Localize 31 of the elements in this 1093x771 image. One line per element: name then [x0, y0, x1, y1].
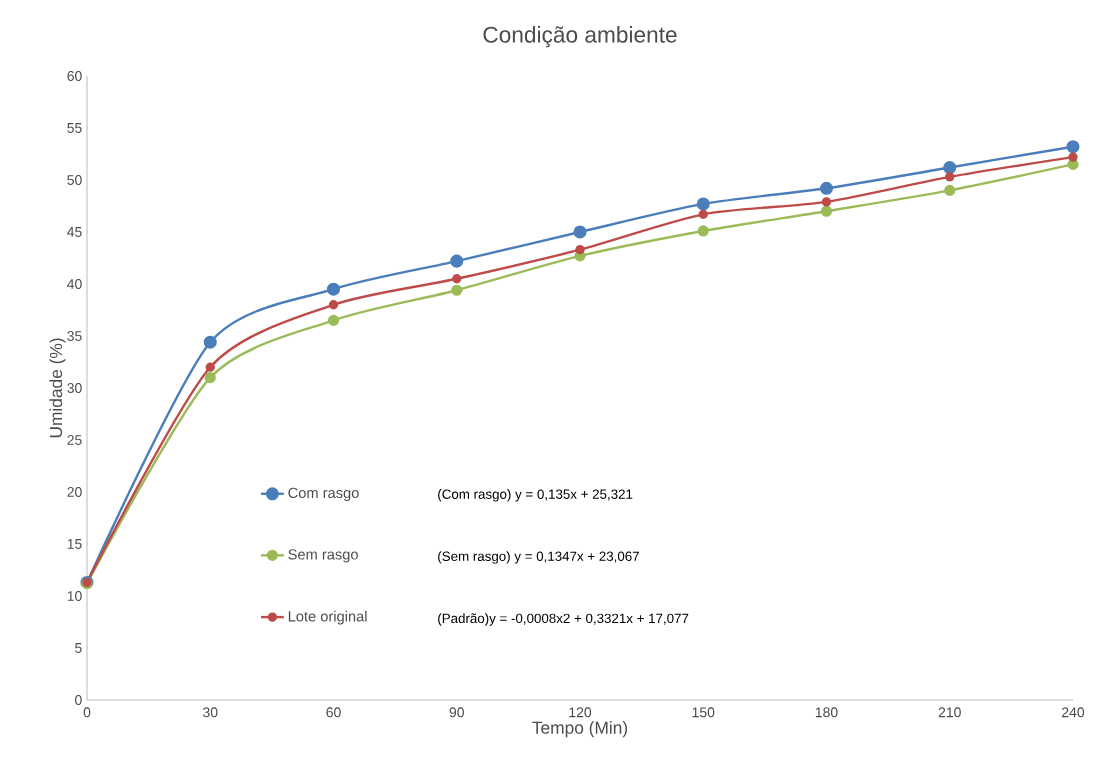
- x-tick-label: 60: [326, 707, 341, 718]
- legend-label: Com rasgo: [288, 487, 359, 501]
- y-tick-label: 50: [67, 175, 82, 185]
- y-tick-label: 10: [67, 591, 82, 601]
- x-axis-title: Tempo (Min): [532, 721, 628, 738]
- x-tick-label: 210: [938, 707, 961, 718]
- x-tick-label: 0: [83, 707, 91, 718]
- y-tick-label: 45: [67, 227, 82, 237]
- y-tick-label: 25: [67, 435, 82, 445]
- y-tick-label: 55: [67, 123, 82, 133]
- x-tick-label: 150: [692, 707, 715, 718]
- legend-label: Lote original: [288, 610, 367, 625]
- y-tick-label: 40: [67, 279, 82, 289]
- x-tick-label: 120: [569, 707, 592, 718]
- x-tick-label: 30: [202, 707, 218, 718]
- legend-label: Sem rasgo: [288, 549, 358, 563]
- x-tick-label: 240: [1062, 707, 1085, 718]
- y-tick-label: 60: [67, 71, 82, 81]
- chart-title: Condição ambiente: [483, 26, 677, 48]
- annotation: (Padrão)y = -0,0008x2 + 0,3321x + 17,077: [438, 613, 689, 626]
- annotation: (Sem rasgo) y = 0,1347x + 23,067: [438, 551, 639, 564]
- y-tick-label: 15: [67, 539, 82, 549]
- y-tick-label: 0: [75, 695, 82, 705]
- annotation: (Com rasgo) y = 0,135x + 25,321: [438, 489, 633, 502]
- y-tick-label: 30: [67, 383, 82, 393]
- y-tick-label: 35: [67, 331, 82, 341]
- y-tick-label: 20: [67, 487, 82, 497]
- x-tick-label: 180: [815, 707, 838, 718]
- x-tick-label: 90: [449, 707, 464, 718]
- y-tick-label: 5: [75, 643, 82, 653]
- y-axis-title: Umidade (%): [49, 338, 66, 438]
